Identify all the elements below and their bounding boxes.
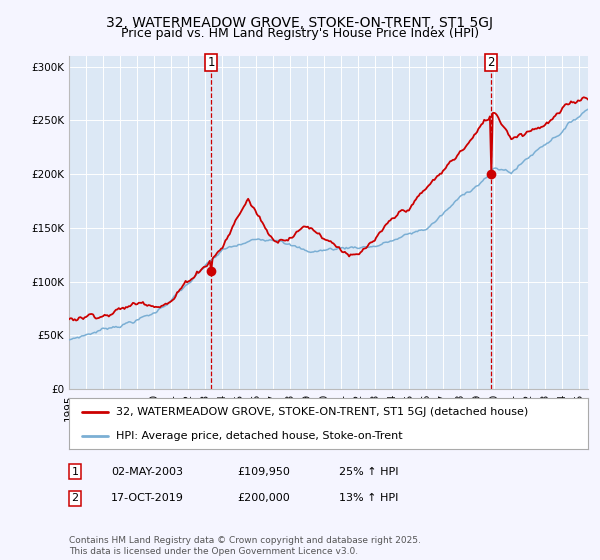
Text: 02-MAY-2003: 02-MAY-2003	[111, 466, 183, 477]
Text: 2: 2	[71, 493, 79, 503]
Text: 1: 1	[71, 466, 79, 477]
Text: 32, WATERMEADOW GROVE, STOKE-ON-TRENT, ST1 5GJ (detached house): 32, WATERMEADOW GROVE, STOKE-ON-TRENT, S…	[116, 407, 528, 417]
Text: 32, WATERMEADOW GROVE, STOKE-ON-TRENT, ST1 5GJ: 32, WATERMEADOW GROVE, STOKE-ON-TRENT, S…	[107, 16, 493, 30]
Text: Contains HM Land Registry data © Crown copyright and database right 2025.
This d: Contains HM Land Registry data © Crown c…	[69, 536, 421, 556]
Text: £200,000: £200,000	[237, 493, 290, 503]
Text: 13% ↑ HPI: 13% ↑ HPI	[339, 493, 398, 503]
Text: Price paid vs. HM Land Registry's House Price Index (HPI): Price paid vs. HM Land Registry's House …	[121, 27, 479, 40]
Text: £109,950: £109,950	[237, 466, 290, 477]
Text: 2: 2	[488, 56, 495, 69]
Text: 1: 1	[208, 56, 215, 69]
Text: 25% ↑ HPI: 25% ↑ HPI	[339, 466, 398, 477]
Text: HPI: Average price, detached house, Stoke-on-Trent: HPI: Average price, detached house, Stok…	[116, 431, 403, 441]
Text: 17-OCT-2019: 17-OCT-2019	[111, 493, 184, 503]
